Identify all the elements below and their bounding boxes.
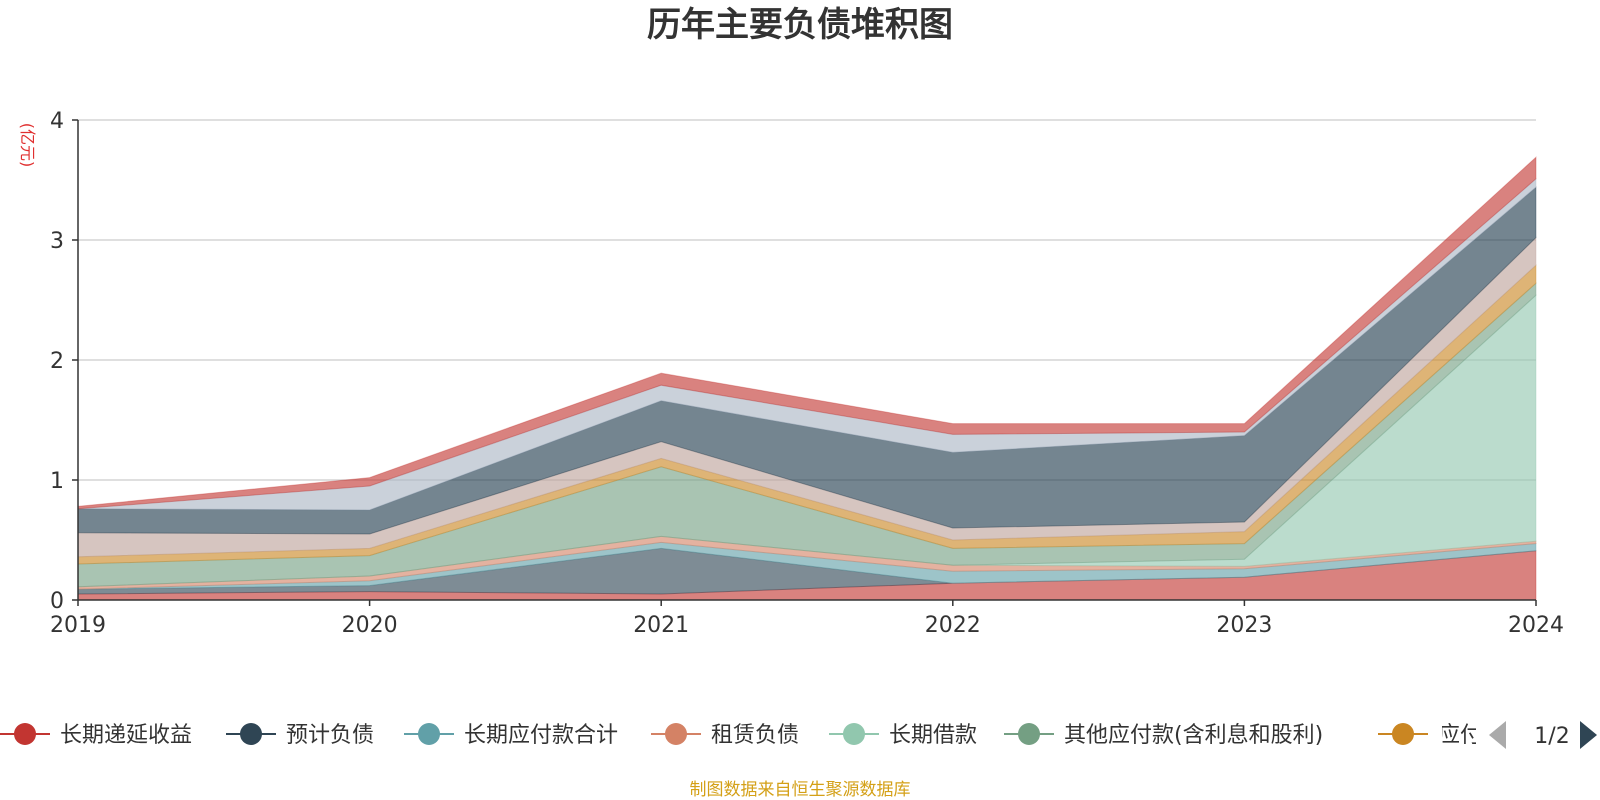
legend-swatch-dot-0	[14, 723, 36, 745]
legend-swatch-dot-2	[418, 723, 440, 745]
legend-label-5: 其他应付款(含利息和股利)	[1064, 723, 1323, 748]
source-note: 制图数据来自恒生聚源数据库	[690, 780, 911, 800]
x-tick-label-2021: 2021	[633, 613, 689, 638]
area-series	[77, 156, 1537, 601]
legend-item-0[interactable]: 长期递延收益	[0, 723, 192, 748]
legend-swatch-dot-5	[1018, 723, 1040, 745]
area-series-10	[77, 156, 1537, 510]
y-tick-label-2: 2	[50, 349, 64, 374]
legend-item-1[interactable]: 预计负债	[226, 723, 374, 748]
legend-item-4[interactable]: 长期借款	[829, 723, 977, 748]
legend-item-6[interactable]: 应付职工薪酬	[1378, 723, 1570, 748]
legend-item-2[interactable]: 长期应付款合计	[404, 723, 618, 748]
chart-title: 历年主要负债堆积图	[647, 5, 953, 45]
legend-swatch-dot-1	[240, 723, 262, 745]
legend-next-icon[interactable]	[1580, 721, 1597, 749]
x-tick-label-2022: 2022	[925, 613, 981, 638]
legend: 长期递延收益 预计负债 长期应付款合计 租赁负债 长期借款 其他应付款(含利息和股利) 应付…	[0, 721, 1597, 749]
legend-label-3: 租赁负债	[711, 723, 799, 748]
legend-label-0: 长期递延收益	[60, 723, 192, 748]
legend-label-4: 长期借款	[889, 723, 977, 748]
y-axis-unit: (亿元)	[18, 123, 37, 168]
legend-swatch-dot-3	[665, 723, 687, 745]
y-tick-label-0: 0	[50, 589, 64, 614]
legend-label-6: 应付职工薪酬	[1438, 723, 1570, 748]
legend-swatch-dot-6	[1392, 723, 1414, 745]
legend-prev-icon[interactable]	[1489, 721, 1506, 749]
y-tick-label-1: 1	[50, 469, 64, 494]
x-tick-label-2024: 2024	[1508, 613, 1564, 638]
x-tick-label-2020: 2020	[342, 613, 398, 638]
legend-label-2: 长期应付款合计	[464, 723, 618, 748]
legend-item-5[interactable]: 其他应付款(含利息和股利)	[1004, 723, 1323, 748]
x-tick-label-2019: 2019	[50, 613, 106, 638]
y-tick-label-3: 3	[50, 229, 64, 254]
legend-label-1: 预计负债	[286, 723, 374, 748]
y-tick-label-4: 4	[50, 109, 64, 134]
legend-page-indicator: 1/2	[1534, 724, 1569, 749]
x-tick-label-2023: 2023	[1216, 613, 1272, 638]
axes: 0 1 2 3 4 2019 2020 2021 2022 2023 2024	[50, 109, 1564, 638]
legend-swatch-dot-4	[843, 723, 865, 745]
legend-item-3[interactable]: 租赁负债	[651, 723, 799, 748]
